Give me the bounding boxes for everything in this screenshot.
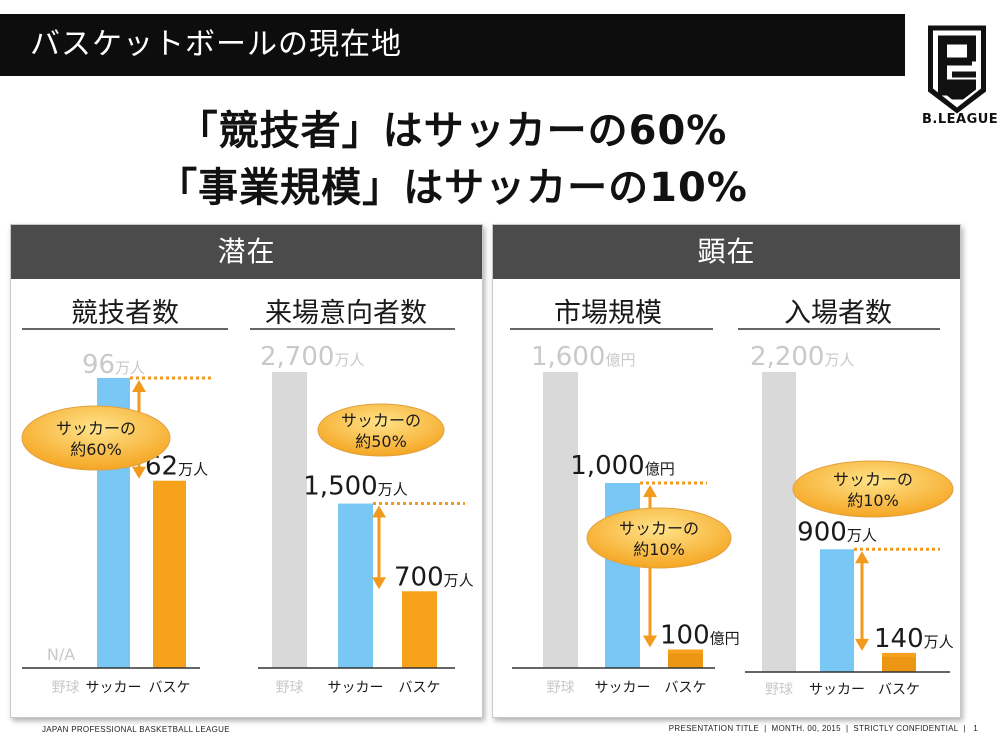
bar-0 [543, 372, 578, 668]
value-unit: 万人 [924, 633, 954, 651]
value-unit: 万人 [847, 526, 877, 544]
bar-2 [402, 591, 437, 668]
bar-1 [820, 549, 854, 672]
ratio-label-line-2: 約50% [355, 432, 407, 451]
slide-title: バスケットボールの現在地 [30, 27, 402, 62]
ratio-bubble [21, 405, 171, 471]
chart-title: 競技者数 [71, 298, 179, 329]
category-label-0: 野球 [765, 682, 793, 698]
category-label-1: サッカー [809, 682, 865, 698]
category-label-2: バスケ [665, 680, 707, 696]
logo-wordmark: B.LEAGUE [922, 112, 999, 127]
footer-info: PRESENTATION TITLE | MONTH. 00, 2015 | S… [669, 724, 978, 733]
ratio-bubble [792, 460, 954, 518]
value-label-2: 140万人 [874, 624, 954, 654]
value-label-0: 2,700万人 [260, 342, 364, 372]
ratio-arrow-head-up [372, 505, 386, 518]
panel-latent-title: 潜在 [11, 225, 482, 279]
bar-0 [272, 372, 307, 668]
value-unit: 万人 [378, 481, 408, 499]
bar-shade [882, 656, 916, 672]
headline-line-1: 「競技者」はサッカーの60% [177, 108, 728, 154]
ratio-label-line-1: サッカーの [341, 411, 421, 430]
category-label-0: 野球 [276, 680, 304, 696]
slide-title-bar: バスケットボールの現在地 [0, 14, 905, 76]
value-unit: 万人 [115, 359, 145, 377]
value-label-2: 100億円 [660, 621, 740, 651]
headline-line-2: 「事業規模」はサッカーの10% [157, 165, 748, 211]
value-label-0: 1,600億円 [531, 342, 635, 372]
footer-organization: JAPAN PROFESSIONAL BASKETBALL LEAGUE [42, 725, 230, 734]
category-label-1: サッカー [328, 680, 384, 696]
ratio-arrow-head-down [855, 638, 869, 651]
ratio-arrow-head-up [855, 551, 869, 564]
category-label-1: サッカー [595, 680, 651, 696]
category-label-2: バスケ [878, 682, 920, 698]
category-label-1: サッカー [86, 680, 142, 696]
ratio-label-line-2: 約10% [633, 540, 685, 559]
value-unit: 億円 [645, 460, 675, 478]
value-unit: 億円 [605, 351, 635, 369]
value-label-0: 2,200万人 [750, 342, 854, 372]
ratio-arrow-head-down [643, 635, 657, 648]
ratio-arrow-head-up [132, 380, 146, 392]
ratio-arrow-head-up [643, 485, 657, 497]
value-unit: 万人 [824, 351, 854, 369]
value-label-1: 900万人 [797, 517, 877, 547]
chart-title: 来場意向者数 [265, 298, 427, 329]
bar-1 [338, 503, 373, 668]
footer-presentation-info: PRESENTATION TITLE | MONTH. 00, 2015 | S… [668, 724, 966, 733]
page-number: 1 [973, 724, 978, 733]
category-label-0: 野球 [547, 680, 575, 696]
ratio-arrow-head-down [132, 466, 146, 479]
bar-0 [762, 372, 796, 672]
value-label-0: N/A [47, 645, 75, 664]
value-unit: 万人 [334, 351, 364, 369]
category-label-0: 野球 [52, 680, 80, 696]
value-label-2: 700万人 [394, 562, 474, 592]
ratio-label-line-1: サッカーの [56, 419, 136, 438]
ratio-label-line-1: サッカーの [619, 519, 699, 538]
ratio-bubble [586, 507, 732, 569]
ratio-arrow-head-down [372, 577, 386, 590]
value-unit: 億円 [710, 630, 740, 648]
value-label-1: 96万人 [82, 350, 145, 380]
bar-2 [153, 480, 186, 668]
ratio-label-line-2: 約60% [70, 440, 122, 459]
category-label-2: バスケ [149, 680, 191, 696]
value-unit: 万人 [444, 571, 474, 589]
ratio-label-line-2: 約10% [847, 491, 899, 510]
ratio-bubble [317, 403, 445, 457]
category-label-2: バスケ [399, 680, 441, 696]
value-unit: 万人 [178, 461, 208, 479]
value-label-1: 1,000億円 [570, 451, 674, 481]
ratio-label-line-1: サッカーの [833, 470, 913, 489]
panel-manifest-title: 顕在 [493, 225, 960, 279]
bleague-logo-icon [928, 25, 986, 114]
bar-shade [668, 653, 703, 668]
chart-title: 入場者数 [784, 298, 892, 329]
chart-title: 市場規模 [554, 298, 662, 329]
value-label-1: 1,500万人 [303, 472, 407, 502]
